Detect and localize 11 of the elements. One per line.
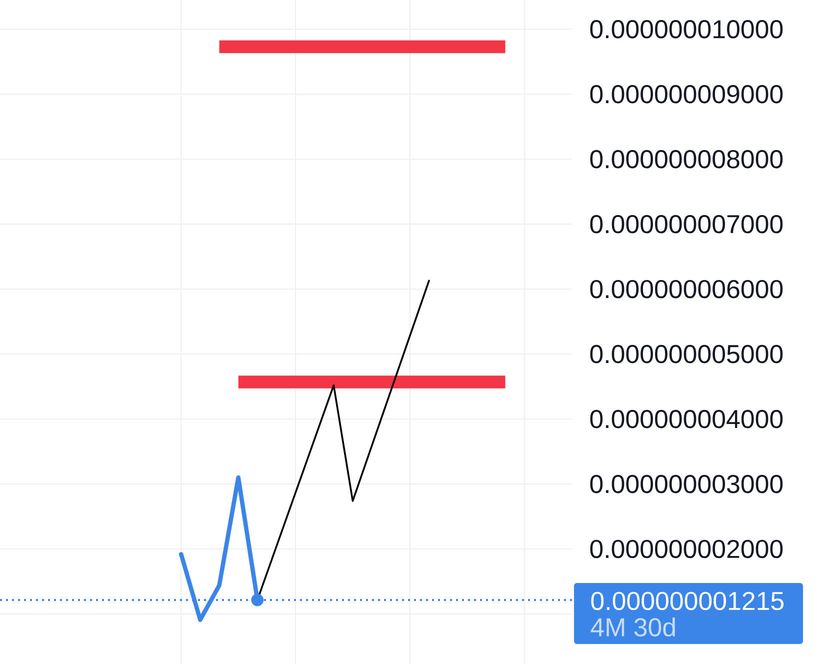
ref-line-label: 0.000000001215 xyxy=(591,592,784,610)
y-tick-label: 0.000000003000 xyxy=(590,474,783,494)
y-tick-label: 0.000000002000 xyxy=(590,540,783,558)
y-tick-label: 0.000000008000 xyxy=(590,150,783,168)
y-tick-label: 0.000000010000 xyxy=(590,20,783,38)
y-tick-label: 0.000000009000 xyxy=(590,85,783,104)
y-tick-label: 0.000000005000 xyxy=(590,344,783,364)
text: 4M 30d xyxy=(590,617,675,637)
y-tick-label: 0.000000007000 xyxy=(590,214,783,234)
y-tick-label: 0.000000004000 xyxy=(590,410,783,428)
y-tick-label: 0.000000006000 xyxy=(590,280,783,298)
